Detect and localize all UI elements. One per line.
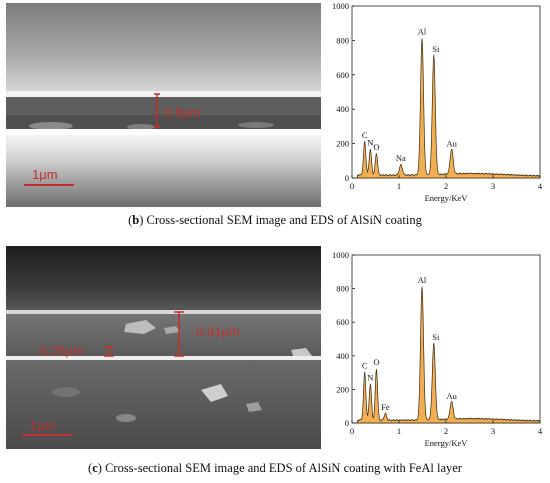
peak-label: Al (418, 27, 427, 37)
caption-letter: c (92, 461, 98, 475)
x-axis-label: Energy/KeV (425, 193, 469, 203)
peak-label: N (367, 138, 373, 148)
peak-label: Au (446, 391, 457, 401)
x-tick-label: 1 (397, 181, 401, 191)
spectrum-area (352, 38, 541, 179)
scale-bar-label: 1μm (32, 167, 58, 182)
x-tick-label: 2 (444, 181, 448, 191)
y-tick-label: 0 (345, 418, 349, 428)
peak-label: N (367, 372, 373, 382)
y-tick-label: 800 (336, 284, 349, 294)
thickness-label: 0.8μm (164, 105, 201, 120)
peak-label: Fe (381, 402, 390, 412)
peak-label: Al (418, 275, 427, 285)
y-tick-label: 600 (336, 317, 349, 327)
y-tick-label: 800 (336, 35, 349, 45)
y-tick-label: 400 (336, 104, 349, 114)
y-tick-label: 200 (336, 384, 349, 394)
x-tick-label: 4 (538, 181, 543, 191)
x-tick-label: 2 (444, 426, 448, 436)
peak-label: Si (432, 332, 440, 342)
x-tick-label: 0 (350, 426, 354, 436)
x-axis-label: Energy/KeV (425, 438, 469, 448)
caption-b: (b) Cross-sectional SEM image and EDS of… (128, 213, 422, 227)
scale-bar-label: 1μm (30, 418, 56, 433)
y-tick-label: 1000 (332, 250, 349, 260)
peak-label: C (362, 130, 368, 140)
sem-image-c: 0.91μm 0.25μm 1μm (6, 246, 321, 449)
y-tick-label: 1000 (332, 1, 349, 11)
y-tick-label: 0 (345, 173, 349, 183)
y-tick-label: 200 (336, 139, 349, 149)
plot-frame (351, 5, 541, 179)
sem-image-b: 0.8μm 1μm (6, 3, 321, 207)
x-tick-label: 4 (538, 426, 543, 436)
peak-label: O (373, 142, 379, 152)
peak-label: Na (396, 153, 406, 163)
peak-label: C (362, 361, 368, 371)
x-tick-label: 3 (491, 426, 495, 436)
caption-text: Cross-sectional SEM image and EDS of AlS… (101, 461, 462, 475)
plot-frame (351, 254, 541, 424)
x-tick-label: 0 (350, 181, 354, 191)
caption-letter: b (132, 213, 140, 227)
caption-c: (c) Cross-sectional SEM image and EDS of… (88, 461, 462, 475)
spectrum-area (352, 286, 541, 424)
thickness-label-bottom: 0.25μm (40, 343, 84, 358)
x-tick-label: 1 (397, 426, 401, 436)
y-tick-label: 600 (336, 70, 349, 80)
y-tick-label: 400 (336, 351, 349, 361)
eds-spectrum-b: 0 200 400 600 800 1000 0 1 2 3 4 Energy/KeV C N O Na Al S… (322, 0, 548, 207)
eds-spectrum-c: 0 200 400 600 800 1000 0 1 2 3 4 Energy/KeV C N O Fe Al S… (322, 248, 548, 452)
thickness-label-top: 0.91μm (196, 324, 240, 339)
peak-label: Si (432, 44, 440, 54)
x-tick-label: 3 (491, 181, 495, 191)
caption-text: Cross-sectional SEM image and EDS of AlS… (143, 213, 422, 227)
peak-label: O (373, 357, 379, 367)
peak-label: Au (446, 138, 457, 148)
